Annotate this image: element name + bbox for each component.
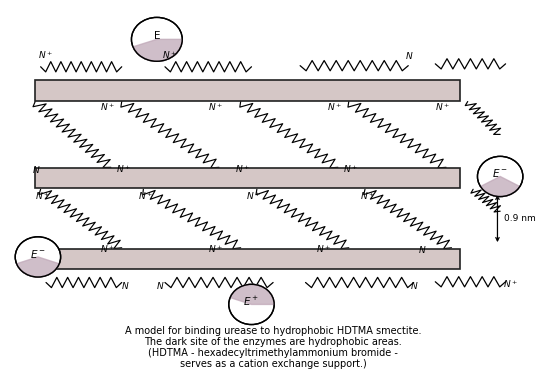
Text: $E^-$: $E^-$ bbox=[492, 168, 508, 180]
Text: (HDTMA - hexadecyltrimethylammonium bromide -: (HDTMA - hexadecyltrimethylammonium brom… bbox=[148, 348, 398, 358]
Text: $N^+$: $N^+$ bbox=[246, 190, 261, 202]
Polygon shape bbox=[480, 177, 520, 197]
Text: $N^+$: $N^+$ bbox=[316, 243, 331, 255]
Bar bbox=[35, 249, 459, 269]
Text: $N^+$: $N^+$ bbox=[100, 243, 115, 255]
Text: A model for binding urease to hydrophobic HDTMA smectite.: A model for binding urease to hydrophobi… bbox=[125, 327, 421, 336]
Text: $N^+$: $N^+$ bbox=[359, 190, 375, 202]
Text: $N^+$: $N^+$ bbox=[503, 278, 518, 290]
Ellipse shape bbox=[478, 156, 523, 197]
Text: $N^+$: $N^+$ bbox=[235, 163, 251, 175]
Text: $N^+$: $N^+$ bbox=[435, 101, 451, 113]
Ellipse shape bbox=[15, 237, 61, 277]
Polygon shape bbox=[16, 257, 59, 277]
Text: $N^+$: $N^+$ bbox=[208, 101, 224, 113]
Text: N: N bbox=[32, 166, 39, 175]
Text: $E^-$: $E^-$ bbox=[30, 248, 46, 260]
Polygon shape bbox=[230, 284, 274, 304]
Bar bbox=[35, 249, 459, 269]
Text: N: N bbox=[122, 282, 129, 291]
Text: E: E bbox=[154, 31, 160, 41]
Text: $N^+$: $N^+$ bbox=[162, 50, 178, 61]
Bar bbox=[35, 249, 459, 269]
Ellipse shape bbox=[131, 18, 182, 61]
Text: N: N bbox=[419, 246, 426, 255]
Ellipse shape bbox=[229, 284, 274, 325]
Text: N: N bbox=[411, 282, 418, 291]
Text: $N^+$: $N^+$ bbox=[327, 101, 342, 113]
Text: $N^+$: $N^+$ bbox=[344, 163, 359, 175]
Text: 0.9 nm: 0.9 nm bbox=[504, 214, 536, 223]
Bar bbox=[35, 80, 459, 101]
Bar bbox=[35, 168, 459, 188]
Text: $E^+$: $E^+$ bbox=[243, 295, 259, 308]
Text: $N^+$: $N^+$ bbox=[117, 163, 132, 175]
Text: The dark site of the enzymes are hydrophobic areas.: The dark site of the enzymes are hydroph… bbox=[144, 337, 402, 347]
Text: $N^+$: $N^+$ bbox=[35, 190, 50, 202]
Text: N: N bbox=[405, 52, 412, 61]
Text: serves as a cation exchange support.): serves as a cation exchange support.) bbox=[180, 359, 366, 369]
Bar bbox=[35, 168, 459, 188]
Text: $N^+$: $N^+$ bbox=[138, 190, 153, 202]
Text: $N^+$: $N^+$ bbox=[100, 101, 115, 113]
Polygon shape bbox=[133, 39, 182, 61]
Bar bbox=[35, 168, 459, 188]
Text: N: N bbox=[157, 282, 164, 291]
Text: $N^+$: $N^+$ bbox=[208, 243, 224, 255]
Bar bbox=[35, 80, 459, 101]
Bar bbox=[35, 80, 459, 101]
Text: $N^+$: $N^+$ bbox=[38, 50, 53, 61]
